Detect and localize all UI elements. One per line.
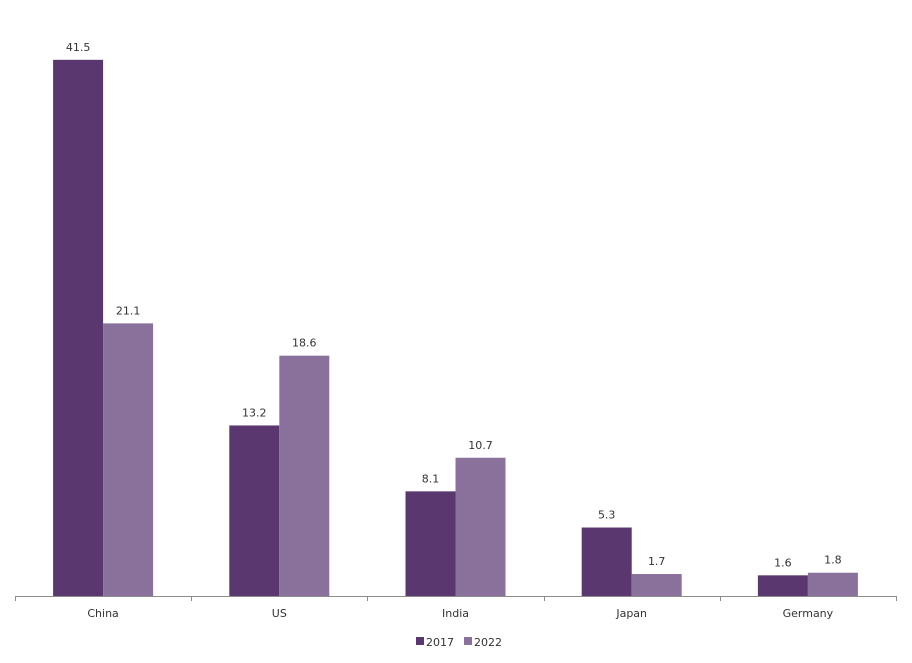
data-labels: 41.5 21.1 13.2 18.6 8.1 10.7 5.3 1.7 1.6 1.8 [66,41,842,570]
bar-japan-2017 [581,527,632,596]
data-label-china-2017: 41.5 [66,41,91,54]
data-label-japan-2022: 1.7 [648,555,666,568]
legend-swatch-2022 [464,637,472,645]
x-tick-label-china: China [87,607,118,620]
x-tick-label-us: US [272,607,287,620]
legend: 2017 2022 [416,636,502,649]
data-label-us-2017: 13.2 [242,406,267,419]
data-label-china-2022: 21.1 [116,304,141,317]
legend-label-2017: 2017 [426,636,454,649]
bar-china-2017 [53,59,104,596]
bar-germany-2017 [757,575,808,596]
bar-japan-2022 [631,574,682,596]
legend-swatch-2017 [416,637,424,645]
bars [53,59,858,596]
bar-india-2017 [405,491,456,596]
data-label-japan-2017: 5.3 [598,509,616,522]
bar-us-2017 [229,425,280,596]
bar-germany-2022 [807,572,858,596]
data-label-india-2017: 8.1 [422,472,440,485]
data-label-germany-2022: 1.8 [824,554,842,567]
bar-india-2022 [455,457,506,596]
data-label-us-2022: 18.6 [292,337,317,350]
data-label-germany-2017: 1.6 [774,556,792,569]
x-tick-label-germany: Germany [783,607,834,620]
data-label-india-2022: 10.7 [468,439,493,452]
x-axis: China US India Japan Germany [15,596,897,620]
x-tick-label-india: India [442,607,469,620]
bar-china-2022 [103,323,154,596]
x-tick-label-japan: Japan [615,607,647,620]
bar-us-2022 [279,355,330,596]
legend-label-2022: 2022 [474,636,502,649]
